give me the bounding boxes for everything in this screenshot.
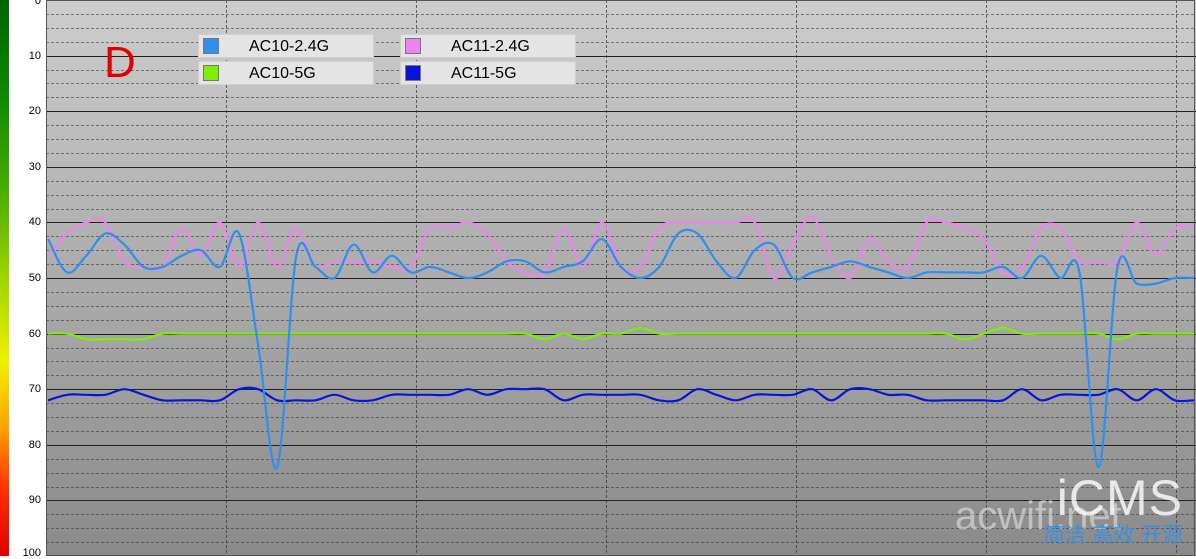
y-tick-label: 80 <box>28 438 41 451</box>
panel-label: D <box>104 38 136 87</box>
legend-item-ac10-5g: AC10-5G <box>198 61 374 85</box>
legend-item-ac11-5g: AC11-5G <box>400 61 576 85</box>
series-line-ac10-2-4g <box>47 228 1195 470</box>
y-tick-label: 40 <box>28 216 41 229</box>
y-tick-label: 50 <box>28 272 41 284</box>
watermark-slogan: 简洁 高效 开源 <box>1043 523 1183 547</box>
legend-swatch-ac10-5g <box>203 65 219 81</box>
watermark-url: acwifi.net <box>955 494 1122 538</box>
signal-color-scale <box>0 0 9 556</box>
y-tick-label: 100 <box>22 547 41 559</box>
y-tick-label: 60 <box>28 327 41 340</box>
y-tick-label: 90 <box>28 494 41 507</box>
chart-plot-area <box>46 0 1196 556</box>
legend: AC10-2.4G AC10-5G AC11-2.4G AC11-5G <box>198 34 580 90</box>
legend-label-ac11-24g: AC11-2.4G <box>451 38 530 55</box>
y-axis-gauge <box>0 0 46 556</box>
y-tick-label: 0 <box>34 0 41 7</box>
series-line-ac11-5g <box>47 386 1195 403</box>
legend-item-ac11-24g: AC11-2.4G <box>400 34 576 58</box>
legend-swatch-ac11-24g <box>405 38 421 54</box>
legend-swatch-ac11-5g <box>405 65 421 81</box>
legend-label-ac10-24g: AC10-2.4G <box>249 38 330 55</box>
legend-label-ac11-5g: AC11-5G <box>451 65 517 82</box>
series-layer <box>47 215 1195 470</box>
y-tick-label: 30 <box>28 160 41 173</box>
y-tick-label: 20 <box>28 105 41 118</box>
y-tick-label: 10 <box>28 49 41 62</box>
legend-item-ac10-24g: AC10-2.4G <box>198 34 374 58</box>
watermark: acwifi.net iCMS 简洁 高效 开源 <box>955 472 1191 552</box>
legend-swatch-ac10-24g <box>203 38 219 54</box>
legend-label-ac10-5g: AC10-5G <box>249 65 316 82</box>
series-line-ac10-5g <box>47 326 1194 341</box>
watermark-brand: iCMS <box>1056 470 1183 526</box>
y-tick-label: 70 <box>28 383 41 396</box>
